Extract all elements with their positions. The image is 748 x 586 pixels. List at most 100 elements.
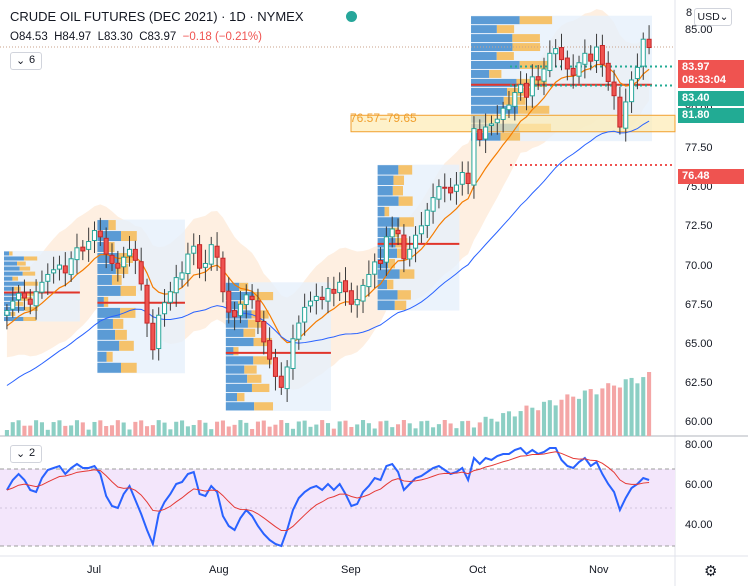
candle-body: [518, 84, 524, 93]
currency-selector[interactable]: USD⌄: [694, 8, 732, 26]
volume-bar: [197, 420, 202, 436]
candle-body: [564, 57, 570, 70]
volume-profile-row: [225, 374, 248, 383]
volume-bar: [244, 422, 249, 436]
volume-bar: [273, 424, 278, 436]
volume-bar: [606, 383, 611, 436]
volume-profile-row: [121, 231, 137, 242]
candle-body: [570, 67, 576, 76]
candle-body: [33, 291, 39, 307]
volume-bar: [39, 422, 44, 436]
time-tick-label: Jul: [87, 564, 102, 576]
volume-profile-row: [4, 261, 18, 266]
candle-body: [494, 118, 500, 124]
volume-profile-row: [225, 383, 252, 393]
volume-profile-row: [377, 300, 395, 311]
volume-profile-row: [393, 175, 405, 186]
candle-body: [16, 292, 22, 301]
candle-body: [377, 259, 384, 264]
candle-body: [629, 79, 635, 103]
candle-body: [4, 310, 10, 316]
slow-moving-average-line: [6, 120, 650, 386]
volume-bar: [302, 420, 307, 436]
candle-body: [191, 245, 197, 254]
candle-body: [646, 38, 652, 49]
volume-profile-row: [489, 69, 502, 78]
candle-body: [611, 81, 617, 97]
candle-body: [272, 357, 279, 377]
candle-body: [45, 273, 51, 282]
volume-profile-row: [225, 282, 240, 291]
candle-body: [483, 126, 489, 140]
candle-body: [593, 46, 600, 61]
candle-body: [348, 290, 354, 305]
settings-gear-icon[interactable]: ⚙: [704, 563, 718, 580]
volume-bar: [150, 425, 155, 436]
volume-bar: [290, 428, 296, 436]
price-tick-label: 60.00: [685, 416, 713, 429]
candle-body: [185, 253, 191, 275]
volume-bar: [308, 426, 313, 436]
volume-bar: [629, 377, 634, 436]
volume-profile-row: [17, 261, 26, 266]
volume-profile-row: [22, 271, 36, 276]
candle-body: [331, 288, 337, 294]
volume-profile-row: [517, 105, 550, 114]
candle-body: [255, 300, 261, 323]
volume-profile-row: [392, 186, 403, 196]
high-value: H84.97: [54, 31, 92, 43]
volume-profile-row: [15, 301, 24, 306]
indicators-toggle-button[interactable]: ⌄ 6: [10, 52, 42, 70]
candle-body: [243, 294, 249, 306]
price-tag: 08:33:04: [678, 73, 744, 88]
volume-profile-row: [471, 69, 490, 78]
volume-profile-row: [251, 383, 270, 393]
volume-profile-row: [4, 281, 25, 286]
candles-layer: [4, 25, 652, 402]
candle-body: [401, 234, 407, 260]
volume-profile-row: [512, 34, 540, 43]
change-value: −0.18 (−0.21%): [182, 31, 262, 43]
volume-profile-row: [225, 356, 254, 365]
volume-profile-row: [243, 328, 256, 337]
volume-profile-row: [397, 290, 411, 300]
candle-body: [161, 302, 168, 315]
volume-profile-row: [111, 274, 122, 285]
volume-profile-row: [225, 393, 238, 402]
volume-profile-row: [23, 316, 37, 322]
candle-body: [354, 299, 360, 306]
volume-bar: [390, 427, 395, 436]
volume-profile-row: [471, 16, 520, 25]
volume-bar: [69, 425, 74, 436]
volume-profile-row: [471, 60, 520, 69]
volume-profile-row: [225, 337, 254, 347]
volume-bar: [80, 422, 85, 436]
volume-profile-row: [377, 186, 393, 196]
volume-profile-row: [471, 87, 508, 96]
candle-body: [599, 44, 605, 65]
volume-profile-row: [254, 402, 274, 411]
candle-body: [202, 262, 208, 268]
volume-profile-row: [97, 263, 116, 274]
volume-bar: [86, 429, 91, 436]
volume-profile-row: [471, 78, 517, 87]
candle-body: [640, 38, 646, 67]
candle-body: [296, 322, 302, 340]
candle-body: [249, 295, 255, 301]
currency-label: USD: [697, 11, 720, 23]
volume-profile-row: [512, 43, 541, 52]
candle-body: [10, 300, 16, 310]
volume-profile-row: [225, 347, 234, 356]
candle-body: [523, 82, 530, 98]
candle-body: [529, 76, 535, 97]
volume-bar: [582, 390, 587, 436]
candle-body: [535, 76, 541, 81]
volume-bar: [325, 423, 331, 436]
rsi-toggle-button[interactable]: ⌄ 2: [10, 445, 42, 463]
volume-bar: [454, 428, 459, 436]
volume-bar: [296, 421, 301, 436]
candle-body: [284, 366, 290, 390]
volume-bar: [10, 422, 15, 436]
volume-bar: [355, 424, 360, 436]
